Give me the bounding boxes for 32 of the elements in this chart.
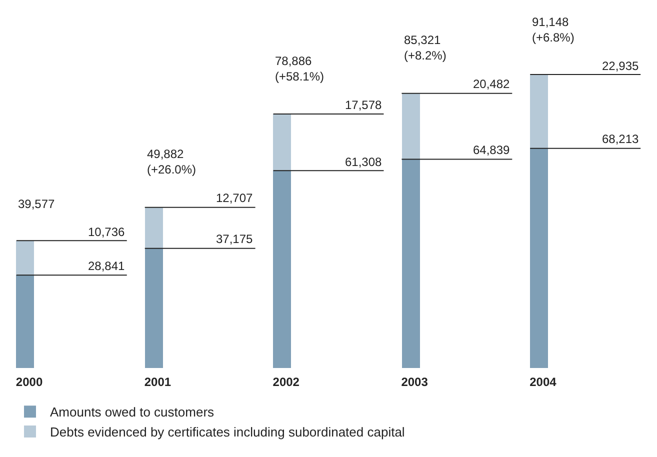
total-label: 49,882 (+26.0%) <box>147 147 196 177</box>
data-label: 12,707 <box>216 191 254 205</box>
bar <box>145 207 163 248</box>
bar <box>273 114 291 171</box>
data-label: 20,482 <box>473 77 510 91</box>
bar <box>16 275 34 368</box>
x-tick-label: 2002 <box>272 375 300 389</box>
total-label: 91,148 (+6.8%) <box>532 15 574 45</box>
x-tick-label: 2000 <box>16 375 43 389</box>
total-label: 78,886 (+58.1%) <box>275 54 324 84</box>
total-label: 39,577 <box>18 197 56 211</box>
data-label: 17,578 <box>345 98 382 112</box>
bar <box>16 241 34 275</box>
legend-label: Amounts owed to customers <box>50 404 215 420</box>
bar <box>402 93 420 159</box>
data-label: 10,736 <box>88 225 126 239</box>
legend-label: Debts evidenced by certificates including subordinated capital <box>50 424 405 440</box>
data-label: 28,841 <box>88 259 126 273</box>
data-label: 64,839 <box>473 143 510 157</box>
data-label: 61,308 <box>345 155 382 169</box>
data-label: 68,213 <box>602 132 640 146</box>
x-tick-label: 2003 <box>401 375 428 389</box>
bar <box>145 248 163 368</box>
x-tick-label: 2004 <box>530 375 557 389</box>
bar <box>402 159 420 368</box>
bar <box>530 148 548 368</box>
total-label: 85,321 (+8.2%) <box>404 33 446 63</box>
x-tick-label: 2001 <box>144 375 172 389</box>
data-label: 22,935 <box>602 59 640 73</box>
bar <box>530 75 548 148</box>
bar <box>273 171 291 368</box>
data-label: 37,175 <box>216 232 254 246</box>
